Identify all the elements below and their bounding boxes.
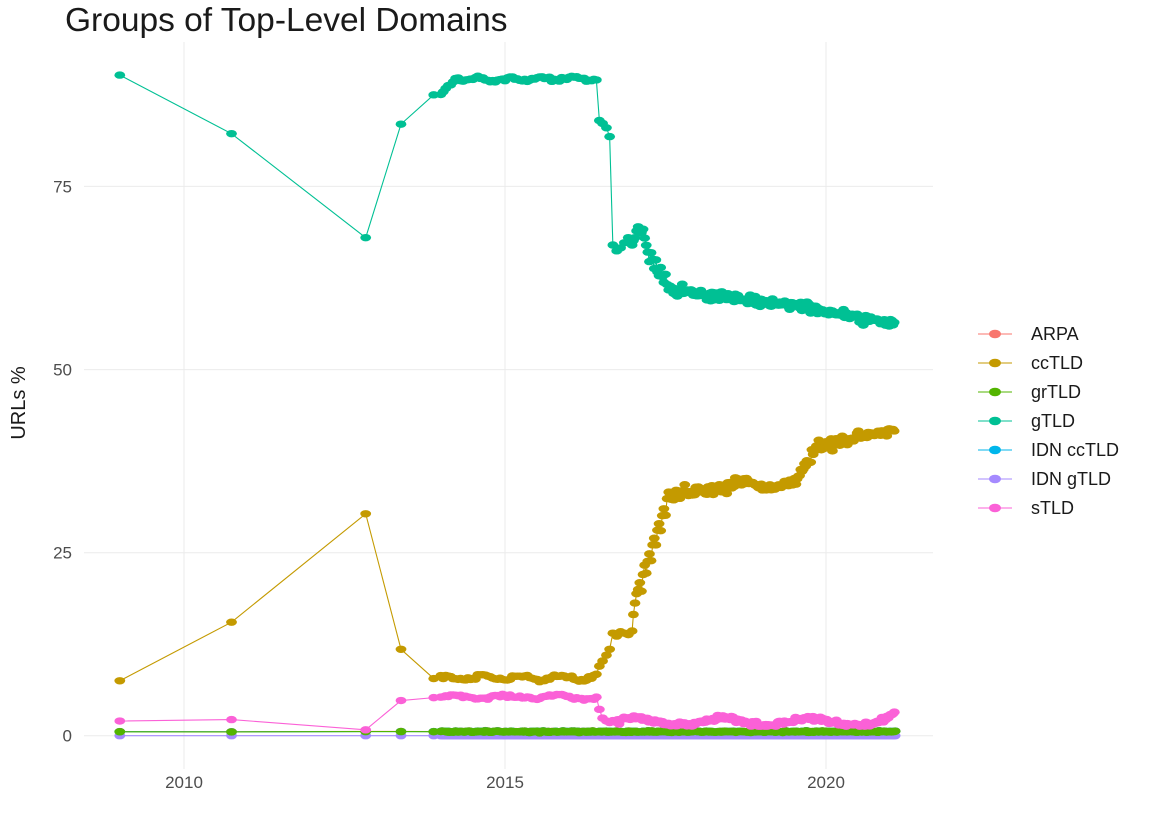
svg-text:2020: 2020 [807,773,845,792]
svg-text:2015: 2015 [486,773,524,792]
svg-text:URLs %: URLs % [8,366,30,440]
svg-text:50: 50 [53,361,72,380]
svg-text:75: 75 [53,177,72,196]
svg-text:sTLD: sTLD [1031,498,1074,518]
svg-text:gTLD: gTLD [1031,411,1075,431]
svg-text:25: 25 [53,544,72,563]
svg-text:IDN gTLD: IDN gTLD [1031,469,1111,489]
svg-text:ccTLD: ccTLD [1031,353,1083,373]
svg-text:2010: 2010 [165,773,203,792]
svg-text:0: 0 [63,727,72,746]
svg-text:grTLD: grTLD [1031,382,1081,402]
svg-text:ARPA: ARPA [1031,324,1079,344]
svg-text:IDN ccTLD: IDN ccTLD [1031,440,1119,460]
